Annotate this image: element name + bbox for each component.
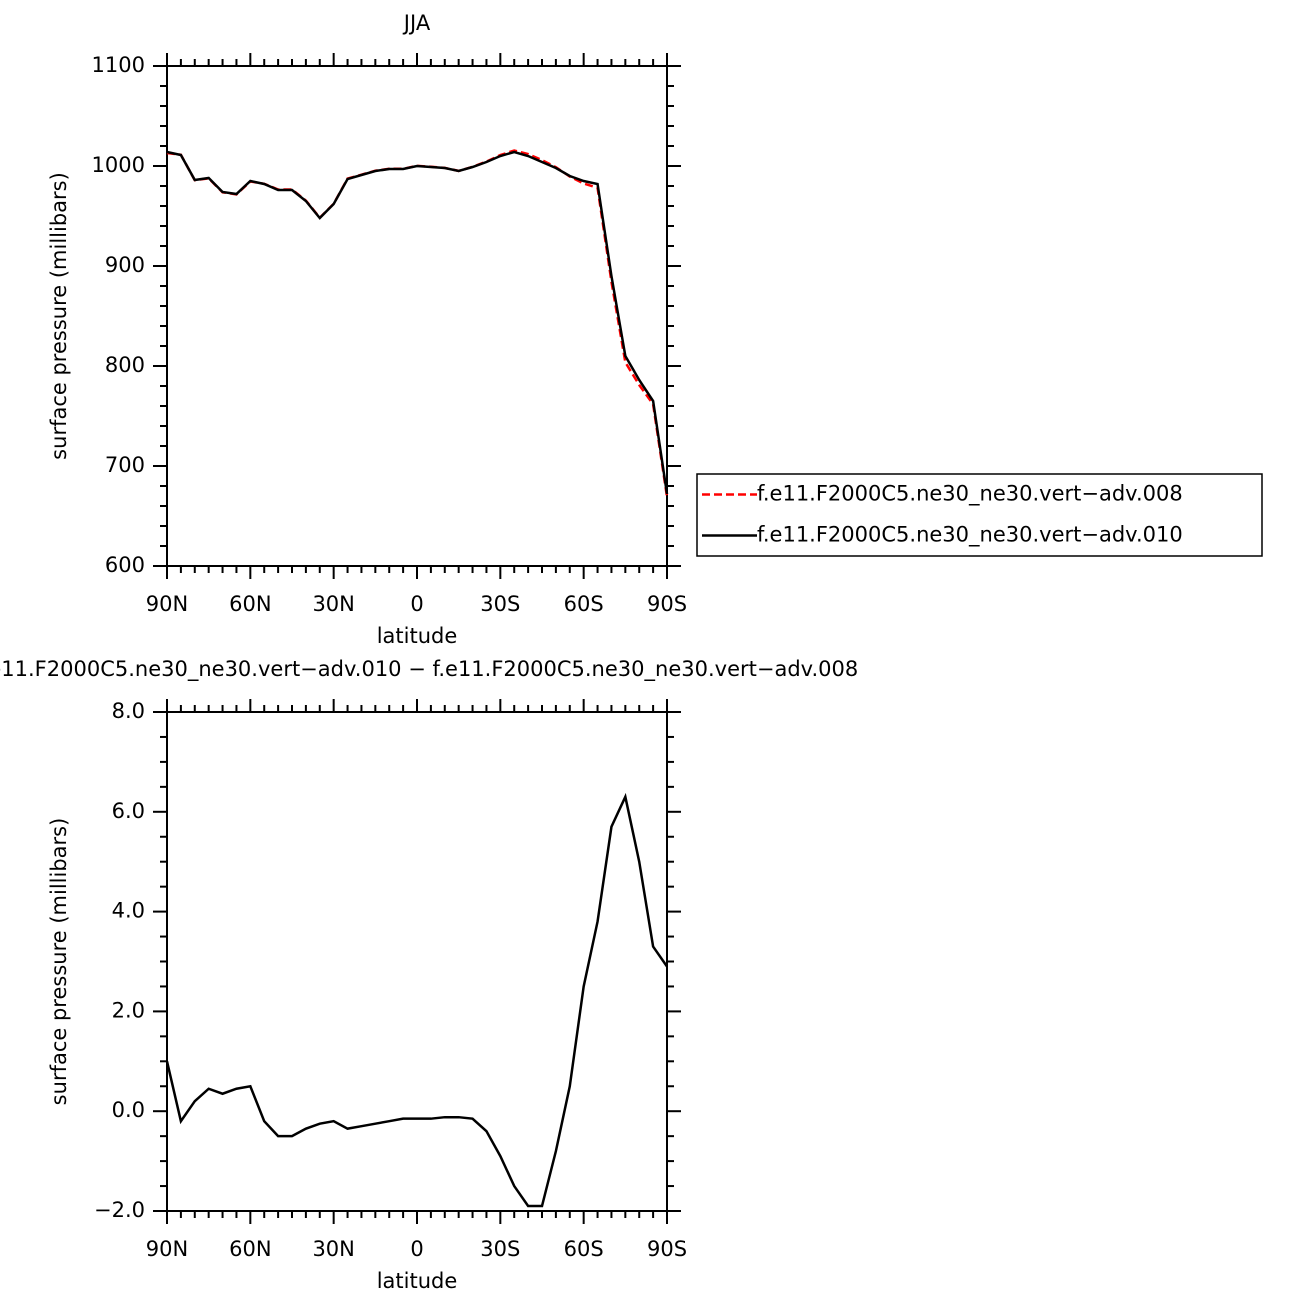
plot-frame bbox=[166, 65, 668, 567]
y-tick-label: 6.0 bbox=[112, 799, 145, 823]
x-tick-label: 90S bbox=[647, 592, 687, 616]
chart-title: f.e11.F2000C5.ne30_ne30.vert−adv.010 − f… bbox=[0, 657, 858, 682]
y-tick-label: 1000 bbox=[92, 153, 145, 177]
data-line bbox=[165, 792, 669, 1208]
y-tick-label: 2.0 bbox=[112, 998, 145, 1022]
y-tick-label: 900 bbox=[105, 253, 145, 277]
chart-title: JJA bbox=[402, 11, 431, 35]
y-axis-label: surface pressure (millibars) bbox=[47, 172, 71, 460]
y-tick-label: 8.0 bbox=[112, 699, 145, 723]
y-tick-label: −2.0 bbox=[94, 1198, 145, 1222]
y-tick-label: 1100 bbox=[92, 53, 145, 77]
plot-frame bbox=[166, 711, 668, 1212]
y-axis-label: surface pressure (millibars) bbox=[47, 818, 71, 1106]
x-tick-label: 0 bbox=[410, 592, 423, 616]
y-tick-label: 4.0 bbox=[112, 899, 145, 923]
legend-label: f.e11.F2000C5.ne30_ne30.vert−adv.010 bbox=[757, 523, 1183, 548]
y-tick-label: 700 bbox=[105, 453, 145, 477]
x-tick-label: 30S bbox=[480, 1237, 520, 1261]
x-tick-label: 90N bbox=[146, 1237, 188, 1261]
y-tick-label: 0.0 bbox=[112, 1098, 145, 1122]
data-line bbox=[166, 150, 669, 495]
x-tick-label: 0 bbox=[410, 1237, 423, 1261]
x-axis-label: latitude bbox=[377, 624, 458, 648]
legend-box bbox=[696, 473, 1263, 557]
x-tick-label: 90N bbox=[146, 592, 188, 616]
x-axis-label: latitude bbox=[377, 1269, 458, 1293]
x-tick-label: 60S bbox=[564, 1237, 604, 1261]
y-tick-label: 800 bbox=[105, 353, 145, 377]
x-tick-label: 60N bbox=[229, 1237, 271, 1261]
x-tick-label: 60S bbox=[564, 592, 604, 616]
x-tick-label: 30S bbox=[480, 592, 520, 616]
x-tick-label: 30N bbox=[312, 592, 354, 616]
data-line bbox=[166, 149, 669, 498]
x-tick-label: 60N bbox=[229, 592, 271, 616]
x-tick-label: 90S bbox=[647, 1237, 687, 1261]
legend-label: f.e11.F2000C5.ne30_ne30.vert−adv.008 bbox=[757, 482, 1183, 507]
y-tick-label: 600 bbox=[105, 553, 145, 577]
x-tick-label: 30N bbox=[312, 1237, 354, 1261]
